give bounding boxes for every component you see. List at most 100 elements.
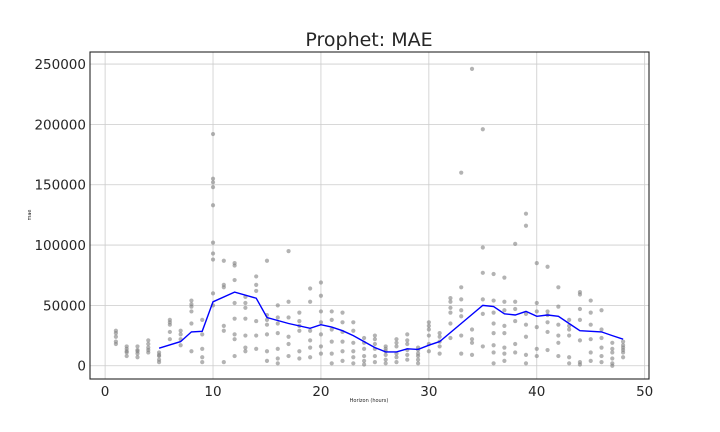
data-point [286,315,291,320]
data-point [588,350,593,355]
data-point [621,355,626,360]
data-point [448,321,453,326]
data-point [340,320,345,325]
data-point [210,176,216,181]
data-point [232,277,237,283]
data-point [405,357,410,362]
data-point [469,340,475,345]
data-point [308,299,313,304]
data-point [275,321,280,326]
data-point [448,296,453,301]
data-point [459,285,464,290]
data-point [200,355,205,360]
chart-title: Prophet: MAE [305,29,432,51]
data-point [254,282,259,287]
data-point [286,353,291,359]
data-point [264,258,270,263]
data-point [599,345,604,350]
data-point [491,310,496,315]
data-point [459,314,464,319]
data-point [167,337,172,342]
data-point [308,355,313,360]
y-tick-label: 250000 [34,57,86,73]
data-point [243,300,248,306]
data-point [426,349,431,354]
data-point [491,331,496,336]
data-point [491,271,496,277]
data-point [275,346,280,351]
data-point [502,323,507,329]
data-point [545,347,550,353]
x-tick-label: 20 [312,384,329,400]
data-point [577,338,583,343]
data-point [275,303,280,308]
data-point [221,258,226,263]
data-point [254,274,259,279]
data-point [534,300,539,306]
data-point [232,337,237,342]
data-point [135,349,140,354]
data-point [372,360,377,365]
data-point [469,337,475,342]
x-tick-label: 50 [636,384,653,400]
data-point [254,288,259,294]
data-point [394,355,399,360]
data-point [394,351,399,356]
data-point [264,332,270,337]
data-point [113,341,118,347]
data-point [523,211,529,216]
data-point [243,316,248,321]
data-point [588,322,593,327]
data-point [448,299,453,304]
data-point [318,309,324,314]
data-point [135,344,140,349]
data-point [329,339,334,344]
y-tick-label: 0 [77,359,86,375]
data-point [200,317,205,322]
x-tick-label: 40 [528,384,545,400]
data-point [254,318,259,324]
data-point [351,328,356,333]
data-point [243,345,248,350]
data-point [394,360,399,365]
data-point [308,345,313,350]
data-point [426,323,431,329]
data-point [362,358,367,364]
data-point [210,185,216,190]
data-point [405,332,410,337]
data-point [329,327,334,332]
plot-frame [89,51,650,380]
data-point [610,361,615,366]
data-point [200,346,205,351]
data-point [469,66,475,71]
data-point [146,338,151,343]
data-point [480,311,485,316]
data-point [210,257,216,262]
data-point [232,300,237,306]
data-point [588,310,593,315]
data-point [491,350,496,355]
data-point [502,275,507,280]
data-point [297,356,302,361]
data-point [491,298,496,303]
data-point [264,317,270,322]
data-point [297,310,302,315]
y-tick-label: 200000 [34,117,86,133]
data-point [480,127,485,132]
data-point [491,343,496,348]
data-point [189,349,194,354]
data-point [437,351,442,356]
data-point [491,361,496,366]
data-point [502,299,507,304]
data-point [318,293,324,298]
data-point [372,353,377,359]
data-point [221,282,226,287]
data-point [189,321,194,326]
y-tick-label: 150000 [34,178,86,194]
data-point [156,352,162,357]
data-point [221,323,226,329]
data-point [178,328,183,333]
grid [90,52,649,379]
data-point [210,203,216,208]
data-point [480,245,485,250]
